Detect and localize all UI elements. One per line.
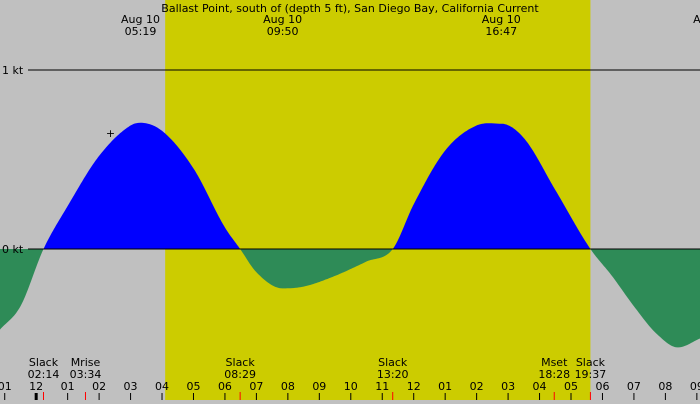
bottom-event-time: 03:34 bbox=[70, 368, 102, 381]
x-tick-label: 06 bbox=[595, 380, 609, 393]
x-tick-label: 04 bbox=[533, 380, 547, 393]
event-date-label: Aug 10 bbox=[121, 13, 160, 26]
x-tick-label: 12 bbox=[29, 380, 43, 393]
event-date-label: Aug 10 bbox=[263, 13, 302, 26]
x-tick-label: 05 bbox=[186, 380, 200, 393]
x-tick-label: 10 bbox=[344, 380, 358, 393]
x-tick-label: 07 bbox=[249, 380, 263, 393]
bottom-event-name: Slack bbox=[576, 356, 606, 369]
event-date-label: A bbox=[693, 13, 700, 26]
x-tick-label: 02 bbox=[92, 380, 106, 393]
bottom-event-time: 13:20 bbox=[377, 368, 409, 381]
x-tick-label: 12 bbox=[407, 380, 421, 393]
bottom-event-name: Mset bbox=[541, 356, 568, 369]
x-tick-label: 09 bbox=[690, 380, 700, 393]
x-tick-label: 07 bbox=[627, 380, 641, 393]
event-time-label: 05:19 bbox=[125, 25, 157, 38]
x-tick-label: 11 bbox=[375, 380, 389, 393]
flood-area bbox=[392, 123, 591, 249]
chart-title: Ballast Point, south of (depth 5 ft), Sa… bbox=[161, 2, 539, 15]
bottom-event-name: Slack bbox=[29, 356, 59, 369]
y-tick-label-1kt: 1 kt bbox=[2, 64, 24, 77]
x-tick-label: 03 bbox=[124, 380, 138, 393]
event-time-label: 16:47 bbox=[485, 25, 517, 38]
ebb-area bbox=[240, 249, 393, 289]
x-tick-label: 08 bbox=[281, 380, 295, 393]
x-tick-label: 09 bbox=[312, 380, 326, 393]
x-tick-label: 03 bbox=[501, 380, 515, 393]
bottom-event-labels: Slack02:14Mrise03:34Slack08:29Slack13:20… bbox=[28, 356, 607, 400]
bottom-event-time: 02:14 bbox=[28, 368, 60, 381]
ebb-area bbox=[0, 249, 44, 330]
x-tick-label: 04 bbox=[155, 380, 169, 393]
x-tick-label: 08 bbox=[658, 380, 672, 393]
x-tick-label: 02 bbox=[470, 380, 484, 393]
bottom-event-name: Slack bbox=[226, 356, 256, 369]
flood-area bbox=[43, 122, 241, 249]
bottom-event-name: Mrise bbox=[71, 356, 101, 369]
event-time-label: 09:50 bbox=[267, 25, 299, 38]
ebb-area bbox=[590, 249, 700, 348]
x-tick-label: 01 bbox=[61, 380, 75, 393]
bottom-event-time: 08:29 bbox=[224, 368, 256, 381]
x-tick-label: 01 bbox=[438, 380, 452, 393]
y-tick-label-0kt: 0 kt bbox=[2, 243, 24, 256]
event-date-label: Aug 10 bbox=[482, 13, 521, 26]
bottom-event-name: Slack bbox=[378, 356, 408, 369]
bottom-event-time: 19:37 bbox=[575, 368, 607, 381]
x-tick-label: 06 bbox=[218, 380, 232, 393]
bottom-event-time: 18:28 bbox=[538, 368, 570, 381]
x-tick-label: 05 bbox=[564, 380, 578, 393]
x-tick-label: 01 bbox=[0, 380, 12, 393]
current-areas bbox=[0, 122, 700, 348]
x-axis: 01 12 01 02 03 04 05 06 07 08 09 10 11 12 01 02 03 04 05 06… bbox=[0, 380, 700, 400]
max-marker: + bbox=[106, 127, 115, 140]
